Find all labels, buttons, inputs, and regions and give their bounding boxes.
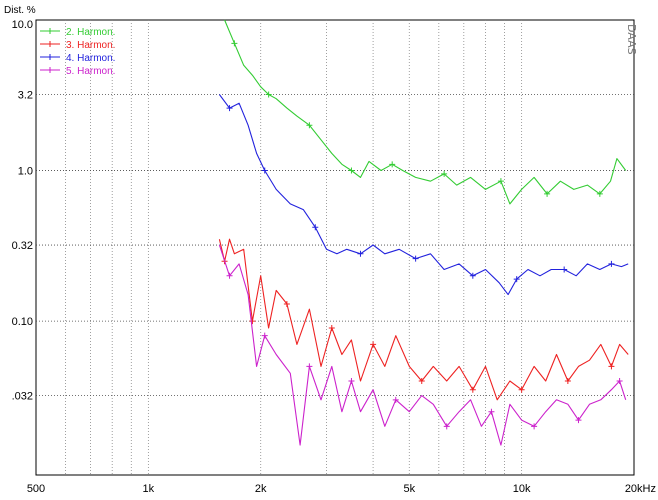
legend-item: 3. Harmon.	[40, 40, 115, 51]
legend-marker	[47, 41, 53, 47]
data-point-marker	[488, 408, 495, 415]
daas-watermark: DAAS	[625, 24, 638, 55]
data-point-marker	[249, 318, 256, 325]
data-point-marker	[561, 266, 568, 273]
legend-item: 5. Harmon.	[40, 66, 115, 77]
data-point-marker	[418, 378, 425, 385]
data-point-marker	[531, 423, 538, 430]
data-point-marker	[265, 91, 272, 98]
data-point-marker	[443, 423, 450, 430]
data-point-marker	[306, 363, 313, 370]
data-point-marker	[513, 276, 520, 283]
data-point-marker	[231, 40, 238, 47]
legend-label: 4. Harmon.	[66, 53, 115, 64]
legend-label: 3. Harmon.	[66, 40, 115, 51]
data-point-marker	[616, 378, 623, 385]
legend-label: 2. Harmon.	[66, 27, 115, 38]
series-3-harmonic	[218, 238, 629, 401]
x-tick-label: 5k	[403, 483, 415, 495]
x-tick-label: 20kHz	[625, 483, 656, 495]
data-point-marker	[392, 396, 399, 403]
y-tick-label: 1.0	[18, 166, 33, 178]
data-point-marker	[596, 190, 603, 197]
series-line	[224, 19, 627, 205]
data-point-marker	[544, 190, 551, 197]
grid	[36, 20, 634, 475]
plot-frame	[35, 19, 635, 476]
legend-marker	[47, 54, 53, 60]
data-point-marker	[306, 122, 313, 129]
data-point-marker	[283, 300, 290, 307]
series-line	[218, 238, 629, 401]
y-axis-label: Dist. %	[4, 5, 36, 16]
data-point-marker	[328, 324, 335, 331]
data-point-marker	[357, 250, 364, 257]
data-point-marker	[497, 178, 504, 185]
legend-marker	[47, 67, 53, 73]
x-tick-label: 2k	[255, 483, 267, 495]
data-point-marker	[608, 363, 615, 370]
series-4-harmonic	[218, 94, 629, 296]
legend: 2. Harmon. 3. Harmon. 4. Harmon. 5. Harmon.	[40, 27, 115, 77]
legend-label: 5. Harmon.	[66, 66, 115, 77]
data-point-marker	[370, 341, 377, 348]
data-point-marker	[226, 105, 233, 112]
data-point-marker	[469, 386, 476, 393]
data-point-marker	[575, 417, 582, 424]
data-point-marker	[348, 167, 355, 174]
legend-item: 2. Harmon.	[40, 27, 115, 38]
series-line	[218, 94, 629, 296]
data-point-marker	[412, 255, 419, 262]
series-5-harmonic	[218, 244, 627, 446]
y-tick-label: 0.32	[12, 240, 33, 252]
x-tick-label: 500	[27, 483, 45, 495]
y-tick-label: .032	[12, 391, 33, 403]
legend-marker	[47, 28, 53, 34]
data-point-marker	[348, 378, 355, 385]
series-layer	[218, 19, 629, 446]
data-point-marker	[441, 170, 448, 177]
y-tick-label: 0.10	[12, 316, 33, 328]
data-point-marker	[469, 272, 476, 279]
x-tick-label: 10k	[513, 483, 531, 495]
y-tick-label: 10.0	[12, 19, 33, 31]
series-line	[218, 244, 627, 446]
data-point-marker	[608, 260, 615, 267]
x-tick-label: 1k	[143, 483, 155, 495]
data-point-marker	[312, 224, 319, 231]
x-tick-labels: 500 1k 2k 5k 10k 20kHz	[27, 483, 656, 495]
legend-item: 4. Harmon.	[40, 53, 115, 64]
data-point-marker	[261, 167, 268, 174]
data-point-marker	[261, 332, 268, 339]
series-2-harmonic	[224, 19, 627, 205]
data-point-marker	[564, 378, 571, 385]
data-point-marker	[389, 161, 396, 168]
y-tick-labels: 10.0 3.2 1.0 0.32 0.10 .032	[12, 19, 33, 403]
y-tick-label: 3.2	[18, 89, 33, 101]
data-point-marker	[518, 386, 525, 393]
data-point-marker	[226, 272, 233, 279]
